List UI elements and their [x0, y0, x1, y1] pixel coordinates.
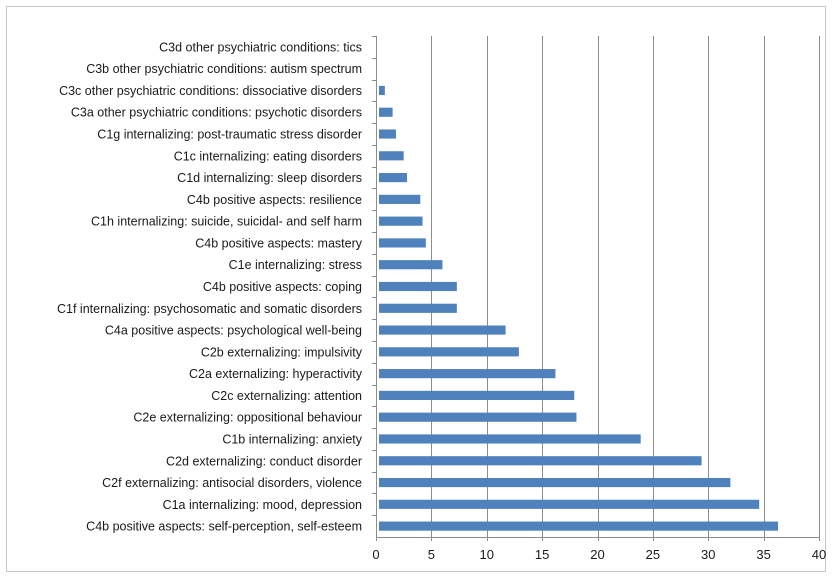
bar — [379, 499, 760, 509]
bar — [379, 151, 404, 161]
bar — [379, 347, 519, 357]
category-label: C4b positive aspects: resilience — [187, 193, 362, 207]
x-tick-label: 35 — [756, 547, 770, 562]
category-label: C1c internalizing: eating disorders — [174, 149, 362, 163]
bars — [379, 85, 779, 531]
bar — [379, 434, 641, 444]
bar — [379, 303, 457, 313]
category-label: C4a positive aspects: psychological well… — [105, 324, 362, 338]
category-label: C2d externalizing: conduct disorder — [166, 454, 362, 468]
category-label: C1h internalizing: suicide, suicidal- an… — [91, 215, 362, 229]
bar — [379, 369, 556, 379]
x-tick-label: 0 — [372, 547, 379, 562]
category-label: C1g internalizing: post-traumatic stress… — [97, 128, 362, 142]
category-label: C1a internalizing: mood, depression — [163, 498, 362, 512]
category-label: C3a other psychiatric conditions: psycho… — [71, 106, 362, 120]
bar — [379, 477, 731, 488]
bar — [379, 281, 457, 292]
x-tick-label: 15 — [535, 547, 549, 562]
category-label: C4b positive aspects: mastery — [195, 236, 362, 250]
category-label: C3c other psychiatric conditions: dissoc… — [59, 84, 362, 98]
x-tick-label: 5 — [428, 547, 435, 562]
bar — [379, 260, 443, 270]
bar — [379, 412, 577, 422]
bar — [379, 129, 396, 139]
category-label: C2b externalizing: impulsivity — [201, 345, 363, 359]
category-label: C2c externalizing: attention — [211, 389, 362, 403]
category-label: C1f internalizing: psychosomatic and som… — [57, 302, 362, 316]
category-label: C1d internalizing: sleep disorders — [177, 171, 362, 185]
x-tick-labels: 0 5 10 15 20 25 30 35 40 — [372, 547, 826, 562]
x-tick-label: 25 — [646, 547, 660, 562]
category-label: C3d other psychiatric conditions: tics — [159, 40, 362, 54]
bar — [379, 521, 779, 531]
category-label: C2e externalizing: oppositional behaviou… — [133, 411, 362, 425]
bar — [379, 238, 426, 248]
x-tick-label: 30 — [701, 547, 715, 562]
gridlines — [431, 36, 820, 537]
category-label: C3b other psychiatric conditions: autism… — [86, 62, 362, 76]
bar — [379, 107, 393, 117]
bar — [379, 390, 575, 400]
bar — [379, 173, 408, 183]
x-tick-label: 20 — [590, 547, 604, 562]
x-tick-label: 40 — [812, 547, 826, 562]
category-label: C4b positive aspects: self-perception, s… — [86, 520, 362, 534]
category-label: C1b internalizing: anxiety — [222, 432, 362, 446]
category-label: C4b positive aspects: coping — [203, 280, 362, 294]
x-tick-label: 10 — [480, 547, 494, 562]
bar — [379, 194, 421, 204]
bar — [379, 85, 385, 96]
bar — [379, 456, 702, 466]
category-label: C2f externalizing: antisocial disorders,… — [102, 476, 362, 490]
category-labels: C3d other psychiatric conditions: tics C3… — [57, 40, 363, 533]
category-label: C2a externalizing: hyperactivity — [189, 367, 363, 381]
bar — [379, 325, 506, 335]
bar — [379, 216, 423, 226]
axes — [372, 36, 820, 541]
category-label: C1e internalizing: stress — [229, 258, 362, 272]
